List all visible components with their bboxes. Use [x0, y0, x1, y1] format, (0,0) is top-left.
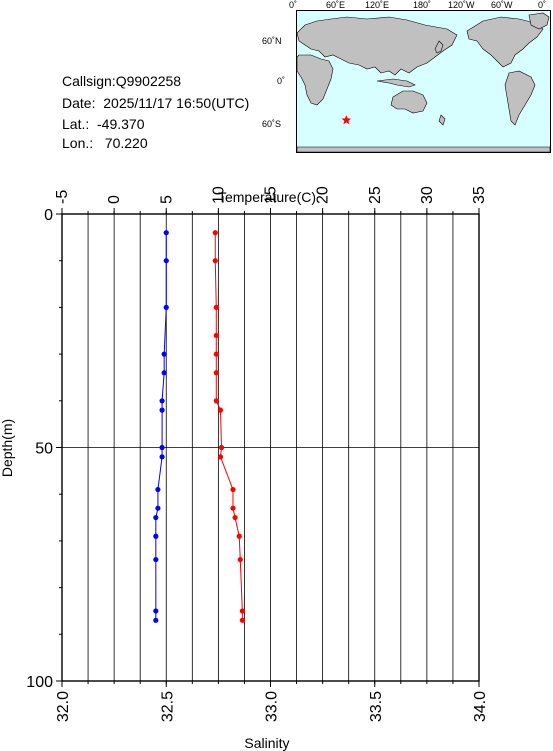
map-lat-label: 0˚	[277, 76, 286, 86]
temperature-point	[213, 398, 219, 404]
salinity-point	[153, 608, 159, 614]
map-lat-label: 60˚S	[262, 119, 282, 129]
salinity-point	[153, 514, 159, 521]
temperature-tick-label: -5	[54, 190, 71, 204]
temperature-point	[212, 230, 218, 236]
depth-tick-label: 100	[26, 674, 53, 691]
salinity-point	[153, 533, 159, 539]
temperature-tick-label: 30	[419, 186, 436, 204]
north-america-shape	[466, 16, 544, 68]
salinity-tick-label: 34.0	[472, 691, 489, 722]
depth-tick-label: 0	[44, 207, 53, 224]
temperature-point	[239, 617, 245, 623]
grid-lines	[61, 214, 480, 681]
japan-shape	[434, 40, 444, 54]
temperature-tick-label: 10	[210, 186, 227, 204]
land-masses	[297, 12, 550, 152]
temperature-point	[217, 407, 224, 413]
temperature-point	[213, 351, 219, 357]
date-text: Date: 2025/11/17 16:50(UTC)	[62, 95, 250, 111]
new-zealand-shape	[438, 114, 446, 126]
salinity-point	[159, 407, 165, 413]
south-america-shape	[504, 70, 536, 126]
australia-shape	[390, 90, 428, 114]
temperature-point	[217, 454, 224, 460]
longitude-text: Lon.: 70.220	[62, 135, 148, 151]
temperature-point	[239, 608, 245, 614]
map-lon-label: 120˚E	[365, 0, 390, 10]
temperature-tick-label: 0	[106, 195, 123, 204]
temperature-point	[212, 258, 218, 264]
callsign-text: Callsign:Q9902258	[62, 73, 182, 89]
salinity-point	[159, 454, 165, 460]
salinity-point	[159, 444, 165, 451]
salinity-axis-title: Salinity	[244, 735, 289, 751]
salinity-line	[155, 232, 167, 621]
temperature-tick-label: 15	[263, 186, 280, 204]
temperature-tick-label: 35	[471, 186, 488, 204]
temperature-point	[232, 514, 238, 521]
salinity-point	[153, 617, 159, 623]
map-lon-label: 60˚W	[491, 0, 513, 10]
salinity-tick-label: 32.5	[159, 691, 176, 722]
eurasia-shape	[297, 16, 458, 76]
map-lon-label: 0˚	[538, 0, 547, 10]
temperature-point	[230, 486, 236, 493]
indonesia-shape	[376, 78, 416, 88]
map-lon-label: 180˚	[413, 0, 432, 10]
temperature-point	[236, 533, 242, 539]
map-lon-label: 120˚W	[448, 0, 475, 10]
depth-tick-label: 50	[35, 441, 53, 458]
greenland-shape	[528, 12, 550, 30]
station-star-icon	[341, 115, 352, 125]
data-series	[153, 230, 245, 623]
temperature-point	[218, 444, 225, 451]
map-lon-label: 60˚E	[326, 0, 346, 10]
temperature-point	[213, 332, 219, 339]
salinity-point	[155, 486, 161, 493]
salinity-tick-label: 33.0	[264, 691, 281, 722]
temperature-axis-title: Temperature(C)	[218, 189, 316, 205]
salinity-point	[159, 398, 165, 404]
depth-axis: 0 50 100	[26, 207, 62, 691]
antarctica-shape	[297, 146, 550, 152]
temperature-point	[237, 556, 243, 563]
map-lon-label: 0˚	[289, 0, 298, 10]
temperature-tick-label: 5	[158, 195, 175, 204]
latitude-text: Lat.: -49.370	[62, 116, 145, 132]
world-map-graphic	[297, 12, 550, 152]
map-lat-label: 60˚N	[262, 36, 282, 46]
salinity-point	[163, 258, 169, 264]
africa-shape	[297, 54, 334, 106]
salinity-point	[163, 230, 169, 236]
temperature-line	[214, 232, 243, 621]
salinity-axis: 32.0 32.5 33.0 33.5 34.0	[55, 681, 489, 722]
salinity-point	[161, 351, 167, 357]
temperature-point	[213, 370, 219, 376]
temperature-point	[213, 304, 219, 310]
salinity-point	[153, 556, 159, 563]
world-map	[296, 10, 551, 153]
depth-axis-title: Depth(m)	[0, 419, 15, 477]
salinity-tick-label: 33.5	[368, 691, 385, 722]
salinity-point	[155, 505, 161, 511]
salinity-tick-label: 32.0	[55, 691, 72, 722]
temperature-tick-label: 20	[315, 186, 332, 204]
salinity-point	[161, 370, 167, 376]
temperature-axis: -5 0 5 10 15 20 25 30 35	[54, 186, 488, 214]
salinity-point	[163, 304, 169, 310]
temperature-tick-label: 25	[367, 186, 384, 204]
temperature-point	[230, 505, 236, 511]
